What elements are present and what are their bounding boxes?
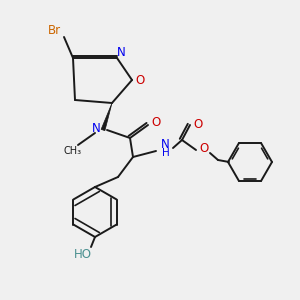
Text: H: H	[162, 148, 170, 158]
Text: HO: HO	[74, 248, 92, 262]
Text: N: N	[160, 137, 169, 151]
Text: O: O	[135, 74, 145, 86]
Text: O: O	[194, 118, 202, 130]
Text: N: N	[117, 46, 125, 59]
Text: O: O	[200, 142, 208, 154]
Text: O: O	[152, 116, 160, 130]
Text: N: N	[92, 122, 100, 134]
Text: CH₃: CH₃	[64, 146, 82, 156]
Text: Br: Br	[47, 25, 61, 38]
Polygon shape	[101, 103, 112, 130]
